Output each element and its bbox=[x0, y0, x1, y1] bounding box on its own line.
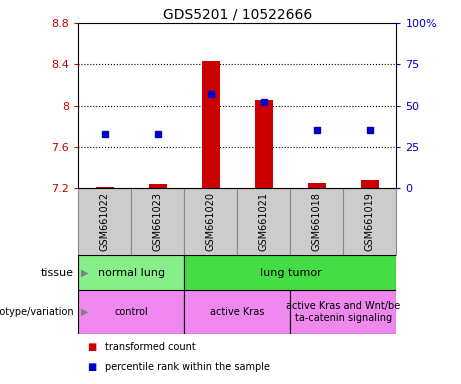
Text: GSM661021: GSM661021 bbox=[259, 192, 269, 251]
Bar bbox=[184, 290, 290, 334]
Text: active Kras and Wnt/be
ta-catenin signaling: active Kras and Wnt/be ta-catenin signal… bbox=[286, 301, 401, 323]
Bar bbox=[148, 184, 167, 188]
Bar bbox=[184, 255, 396, 290]
Text: ■: ■ bbox=[88, 342, 97, 352]
Bar bbox=[78, 255, 184, 290]
Text: genotype/variation: genotype/variation bbox=[0, 307, 74, 317]
Bar bbox=[201, 61, 220, 188]
Bar bbox=[307, 183, 326, 188]
Bar bbox=[184, 188, 237, 255]
Text: ▶: ▶ bbox=[81, 268, 88, 278]
Text: GSM661019: GSM661019 bbox=[365, 192, 375, 251]
Text: tissue: tissue bbox=[41, 268, 74, 278]
Text: GSM661020: GSM661020 bbox=[206, 192, 216, 251]
Bar bbox=[290, 188, 343, 255]
Text: GSM661022: GSM661022 bbox=[100, 192, 110, 251]
Text: active Kras: active Kras bbox=[210, 307, 265, 317]
Bar bbox=[78, 290, 184, 334]
Bar bbox=[290, 290, 396, 334]
Text: lung tumor: lung tumor bbox=[260, 268, 321, 278]
Text: percentile rank within the sample: percentile rank within the sample bbox=[105, 362, 270, 372]
Bar bbox=[131, 188, 184, 255]
Text: transformed count: transformed count bbox=[105, 342, 196, 352]
Bar bbox=[78, 188, 131, 255]
Bar bbox=[95, 187, 114, 188]
Bar bbox=[254, 101, 273, 188]
Bar bbox=[237, 188, 290, 255]
Title: GDS5201 / 10522666: GDS5201 / 10522666 bbox=[163, 8, 312, 22]
Text: control: control bbox=[114, 307, 148, 317]
Text: GSM661023: GSM661023 bbox=[153, 192, 163, 251]
Text: ■: ■ bbox=[88, 362, 97, 372]
Text: GSM661018: GSM661018 bbox=[312, 192, 322, 251]
Bar bbox=[361, 180, 379, 188]
Text: normal lung: normal lung bbox=[98, 268, 165, 278]
Bar bbox=[343, 188, 396, 255]
Text: ▶: ▶ bbox=[81, 307, 88, 317]
